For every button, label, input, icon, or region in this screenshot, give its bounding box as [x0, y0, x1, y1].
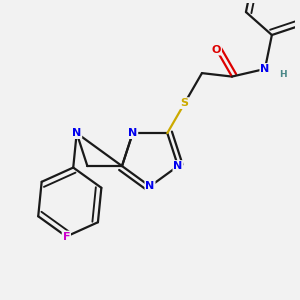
Text: N: N — [173, 161, 183, 171]
Text: N: N — [146, 182, 154, 191]
Text: N: N — [128, 128, 137, 138]
Text: O: O — [212, 45, 221, 55]
Text: N: N — [260, 64, 270, 74]
Text: F: F — [63, 232, 70, 242]
Text: S: S — [181, 98, 189, 108]
Text: N: N — [72, 128, 81, 138]
Text: H: H — [279, 70, 286, 79]
